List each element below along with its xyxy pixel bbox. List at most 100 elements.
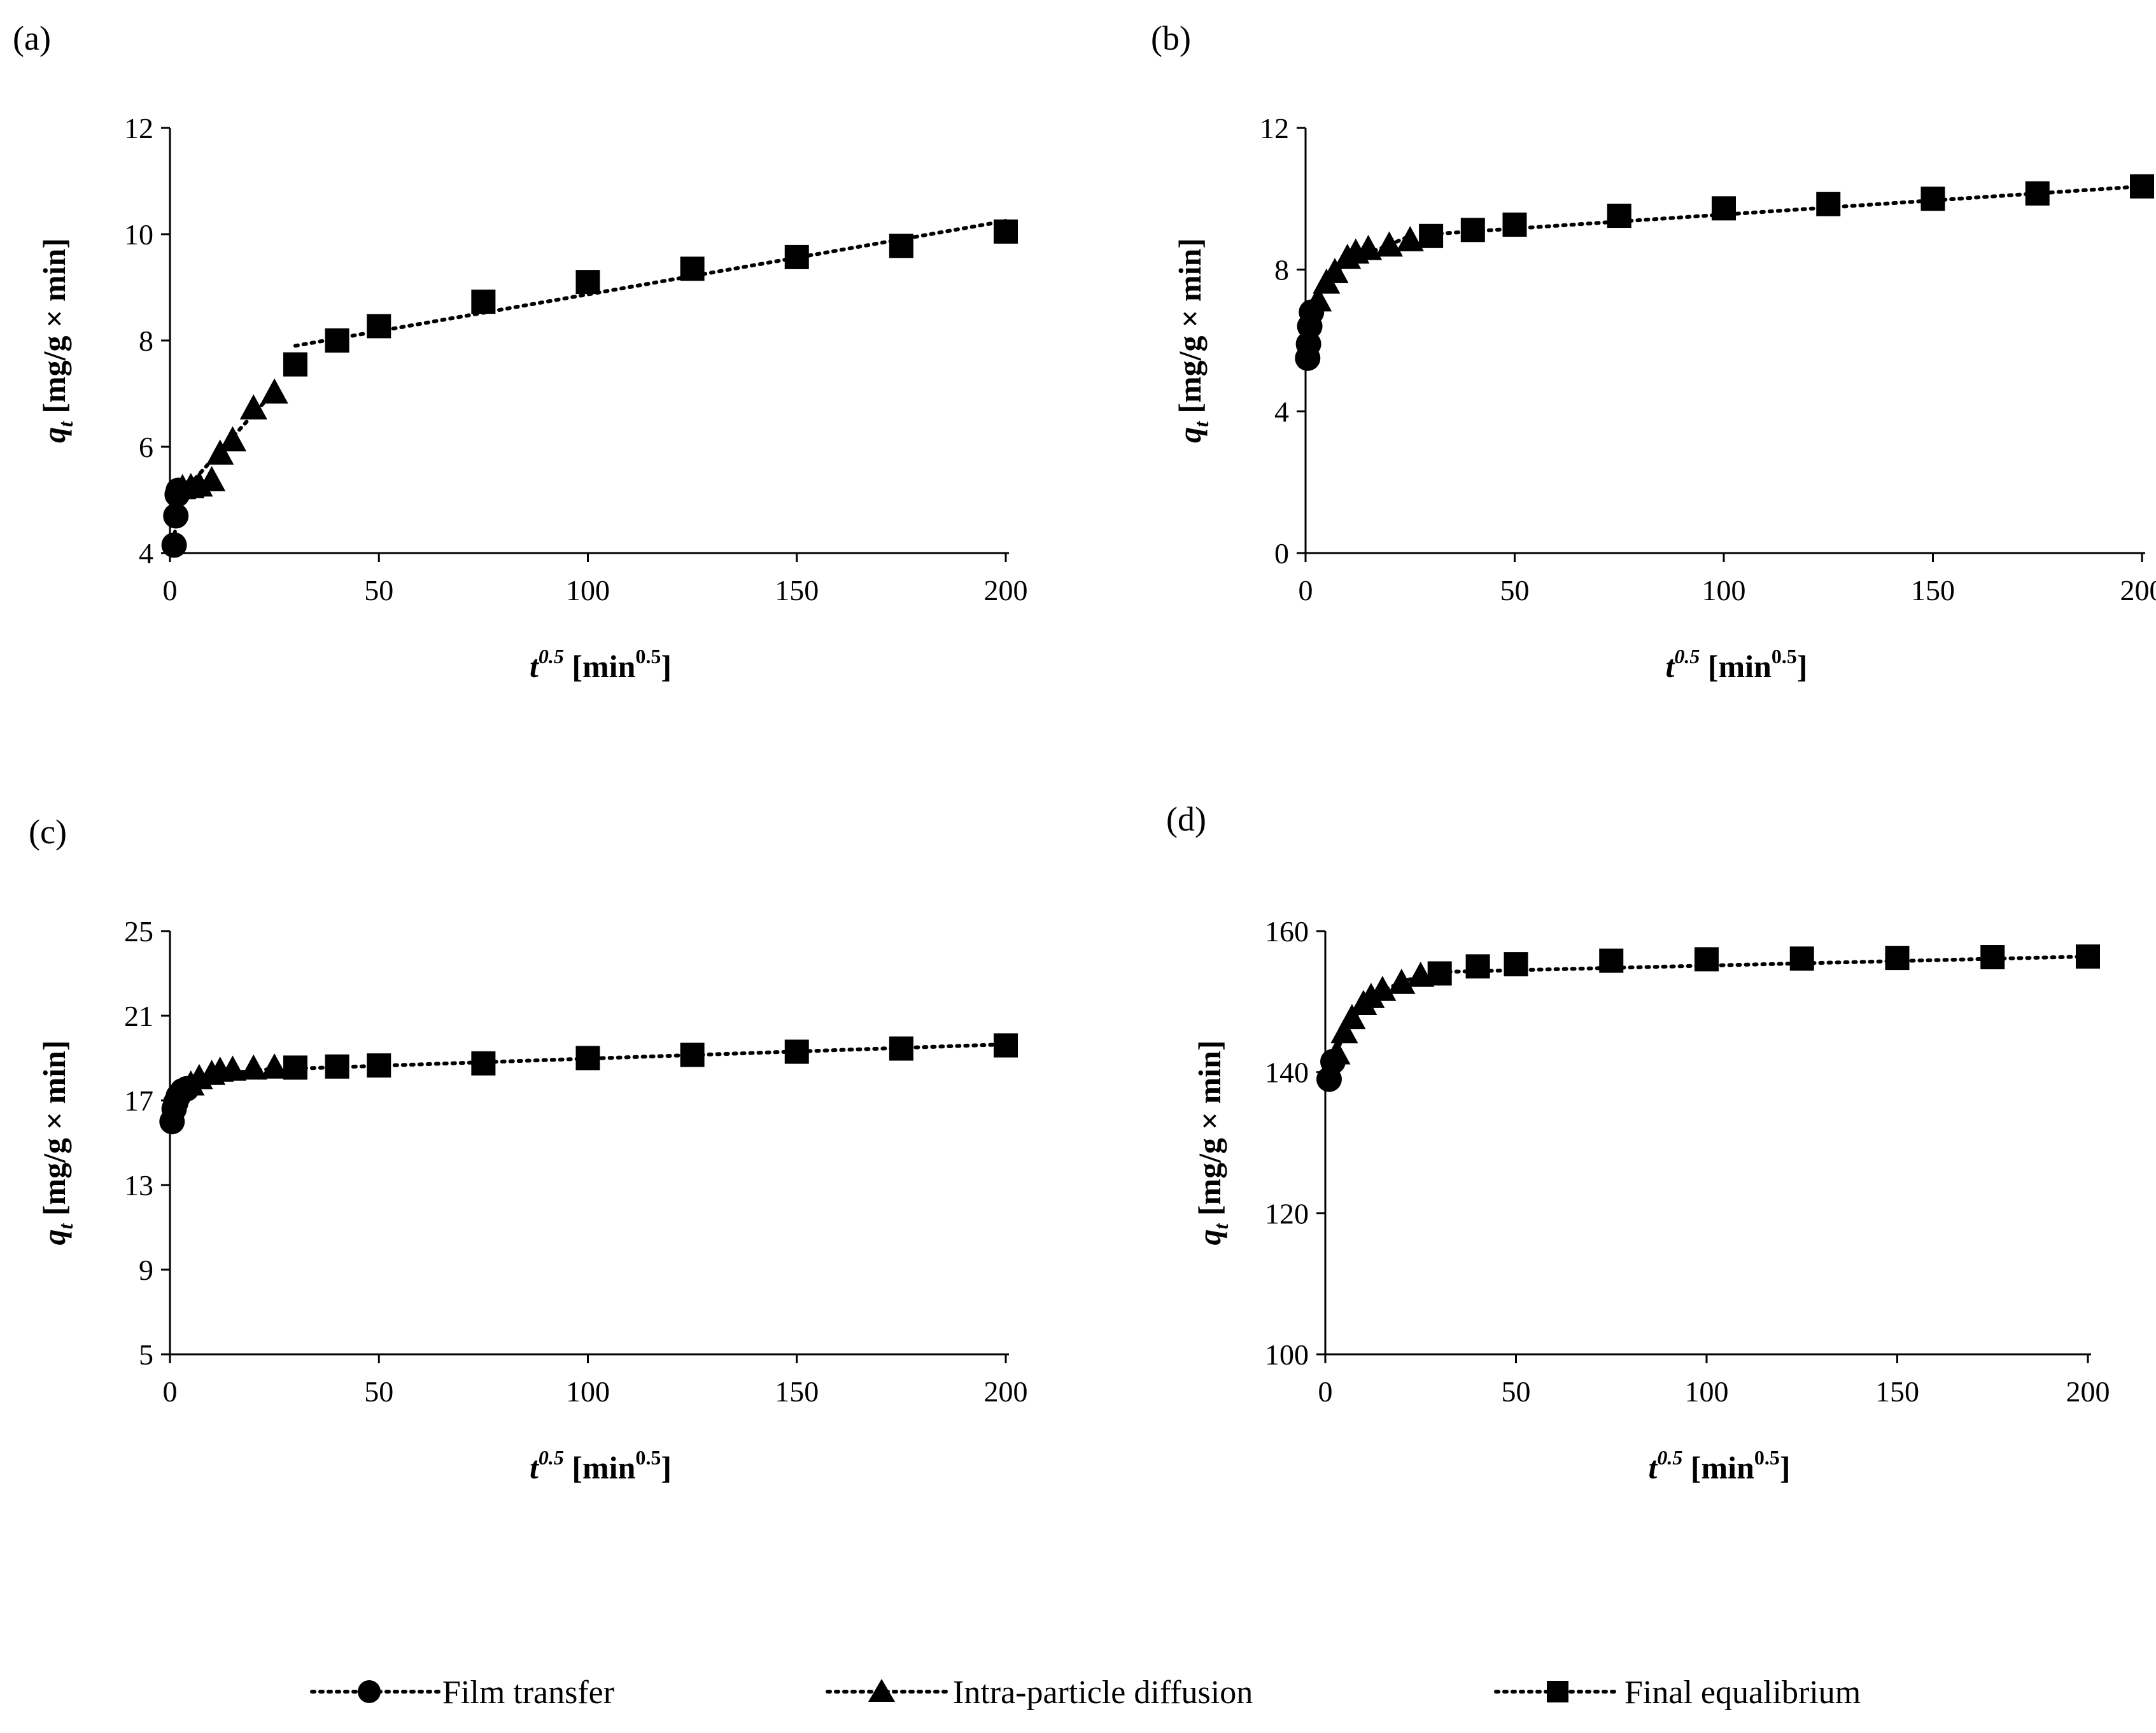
series-intra-particle-diffusion — [169, 378, 288, 500]
series-intra-particle-diffusion — [1323, 962, 1435, 1065]
square-data-point — [1789, 946, 1814, 971]
chart-legend: Film transfer Intra-particle diffusion F… — [310, 1674, 1861, 1711]
x-tick-label: 200 — [984, 1375, 1028, 1408]
square-data-point — [889, 1036, 913, 1061]
triangle-data-point — [1407, 962, 1435, 987]
series-final-equalibrium — [283, 219, 1018, 377]
square-data-point — [1465, 954, 1490, 979]
legend-label-final-equalibrium: Final equalibrium — [1624, 1674, 1861, 1711]
x-tick-label: 100 — [1685, 1375, 1729, 1408]
y-axis-title: qt [mg/g × min] — [36, 1040, 77, 1245]
square-data-point — [1695, 947, 1719, 972]
x-tick-label: 50 — [364, 1375, 393, 1408]
x-tick-label: 100 — [1702, 574, 1746, 607]
triangle-data-point — [198, 466, 226, 491]
square-data-point — [283, 1055, 307, 1080]
x-tick-label: 0 — [1299, 574, 1313, 607]
square-data-point — [1460, 218, 1485, 242]
square-data-point — [2076, 944, 2100, 969]
x-tick-label: 50 — [1502, 1375, 1531, 1408]
circle-data-point — [161, 532, 187, 558]
y-tick-label: 9 — [139, 1254, 153, 1286]
x-tick-label: 200 — [984, 574, 1028, 607]
trend-line — [293, 219, 1008, 348]
panel-label: (a) — [13, 19, 51, 57]
legend-label-film-transfer: Film transfer — [442, 1674, 614, 1711]
x-tick-label: 150 — [775, 1375, 819, 1408]
y-tick-label: 13 — [124, 1169, 153, 1202]
square-data-point — [2130, 174, 2154, 199]
triangle-data-point — [1369, 976, 1397, 1001]
y-tick-label: 0 — [1274, 537, 1289, 570]
y-tick-label: 6 — [139, 431, 153, 463]
triangle-data-point — [260, 378, 288, 404]
x-tick-label: 0 — [163, 574, 178, 607]
y-axis-title: qt [mg/g × min] — [1172, 238, 1213, 443]
x-tick-label: 150 — [1875, 1375, 1919, 1408]
triangle-data-point — [1304, 286, 1332, 312]
series-final-equalibrium — [283, 1033, 1018, 1080]
y-tick-label: 8 — [1274, 254, 1289, 286]
triangle-data-point — [1375, 231, 1403, 257]
square-data-point — [367, 314, 391, 339]
x-tick-label: 150 — [1911, 574, 1955, 607]
triangle-marker-icon — [868, 1679, 895, 1702]
square-data-point — [1504, 952, 1528, 977]
y-tick-label: 10 — [124, 218, 153, 251]
triangle-data-point — [1354, 235, 1383, 260]
triangle-data-point — [1388, 969, 1416, 994]
x-tick-label: 100 — [566, 1375, 610, 1408]
x-axis-title: t0.5 [min0.5] — [1648, 1446, 1790, 1485]
x-tick-label: 50 — [364, 574, 393, 607]
triangle-data-point — [260, 1053, 288, 1079]
y-tick-label: 4 — [139, 537, 153, 570]
triangle-data-point — [1357, 983, 1385, 1008]
y-axis-title: qt [mg/g × min] — [36, 238, 77, 443]
x-tick-label: 0 — [1318, 1375, 1333, 1408]
series-intra-particle-diffusion — [1304, 226, 1424, 312]
triangle-data-point — [206, 439, 234, 465]
chart-panel-c: (c) 5 9 13 17 21 25 0 50 100 150 200 t0.5 [min0.5] qt… — [29, 813, 1028, 1485]
legend-item-intra-particle-diffusion: Intra-particle diffusion — [826, 1674, 1253, 1711]
triangle-data-point — [1338, 1004, 1366, 1030]
circle-marker-icon — [358, 1680, 381, 1703]
trend-line — [1429, 184, 2144, 236]
square-data-point — [784, 1039, 809, 1064]
chart-panel-a: (a) 4 6 8 10 12 0 50 100 150 200 t0.5 [min0.5] qt [m… — [13, 19, 1028, 684]
y-tick-label: 140 — [1265, 1056, 1309, 1089]
square-data-point — [889, 234, 913, 258]
square-marker-icon — [1547, 1681, 1568, 1702]
triangle-data-point — [1396, 226, 1424, 251]
panel-label: (d) — [1166, 800, 1206, 838]
x-tick-label: 200 — [2066, 1375, 2110, 1408]
series-intra-particle-diffusion — [177, 1053, 288, 1096]
x-axis-title: t0.5 [min0.5] — [1665, 645, 1807, 684]
y-tick-label: 12 — [124, 112, 153, 144]
square-data-point — [784, 244, 809, 269]
y-tick-label: 17 — [124, 1084, 153, 1117]
x-tick-label: 100 — [566, 574, 610, 607]
triangle-data-point — [239, 1054, 267, 1080]
x-axis-title: t0.5 [min0.5] — [530, 1446, 672, 1485]
square-data-point — [680, 1042, 705, 1067]
y-tick-label: 4 — [1274, 395, 1289, 428]
square-data-point — [994, 1033, 1018, 1058]
x-tick-label: 200 — [2120, 574, 2156, 607]
chart-panel-d: (d) 100 120 140 160 0 50 100 150 200 t0.5 [min0.5]… — [1166, 800, 2110, 1485]
square-data-point — [471, 290, 496, 314]
square-data-point — [1427, 961, 1452, 986]
trend-line — [1437, 954, 2090, 974]
x-tick-label: 0 — [163, 1375, 178, 1408]
triangle-data-point — [1323, 1039, 1351, 1065]
series-final-equalibrium — [1419, 174, 2154, 248]
y-axis-title: qt [mg/g × min] — [1192, 1040, 1232, 1245]
y-tick-label: 21 — [124, 1000, 153, 1032]
square-data-point — [471, 1051, 496, 1076]
square-data-point — [1502, 212, 1527, 237]
trend-line — [293, 1042, 1008, 1071]
x-axis-title: t0.5 [min0.5] — [530, 645, 672, 684]
y-tick-label: 12 — [1260, 112, 1289, 144]
chart-panel-b: (b) 0 4 8 12 0 50 100 150 200 t0.5 [min0.5] qt [mg/… — [1151, 19, 2156, 684]
y-tick-label: 25 — [124, 915, 153, 948]
square-data-point — [2025, 181, 2050, 206]
